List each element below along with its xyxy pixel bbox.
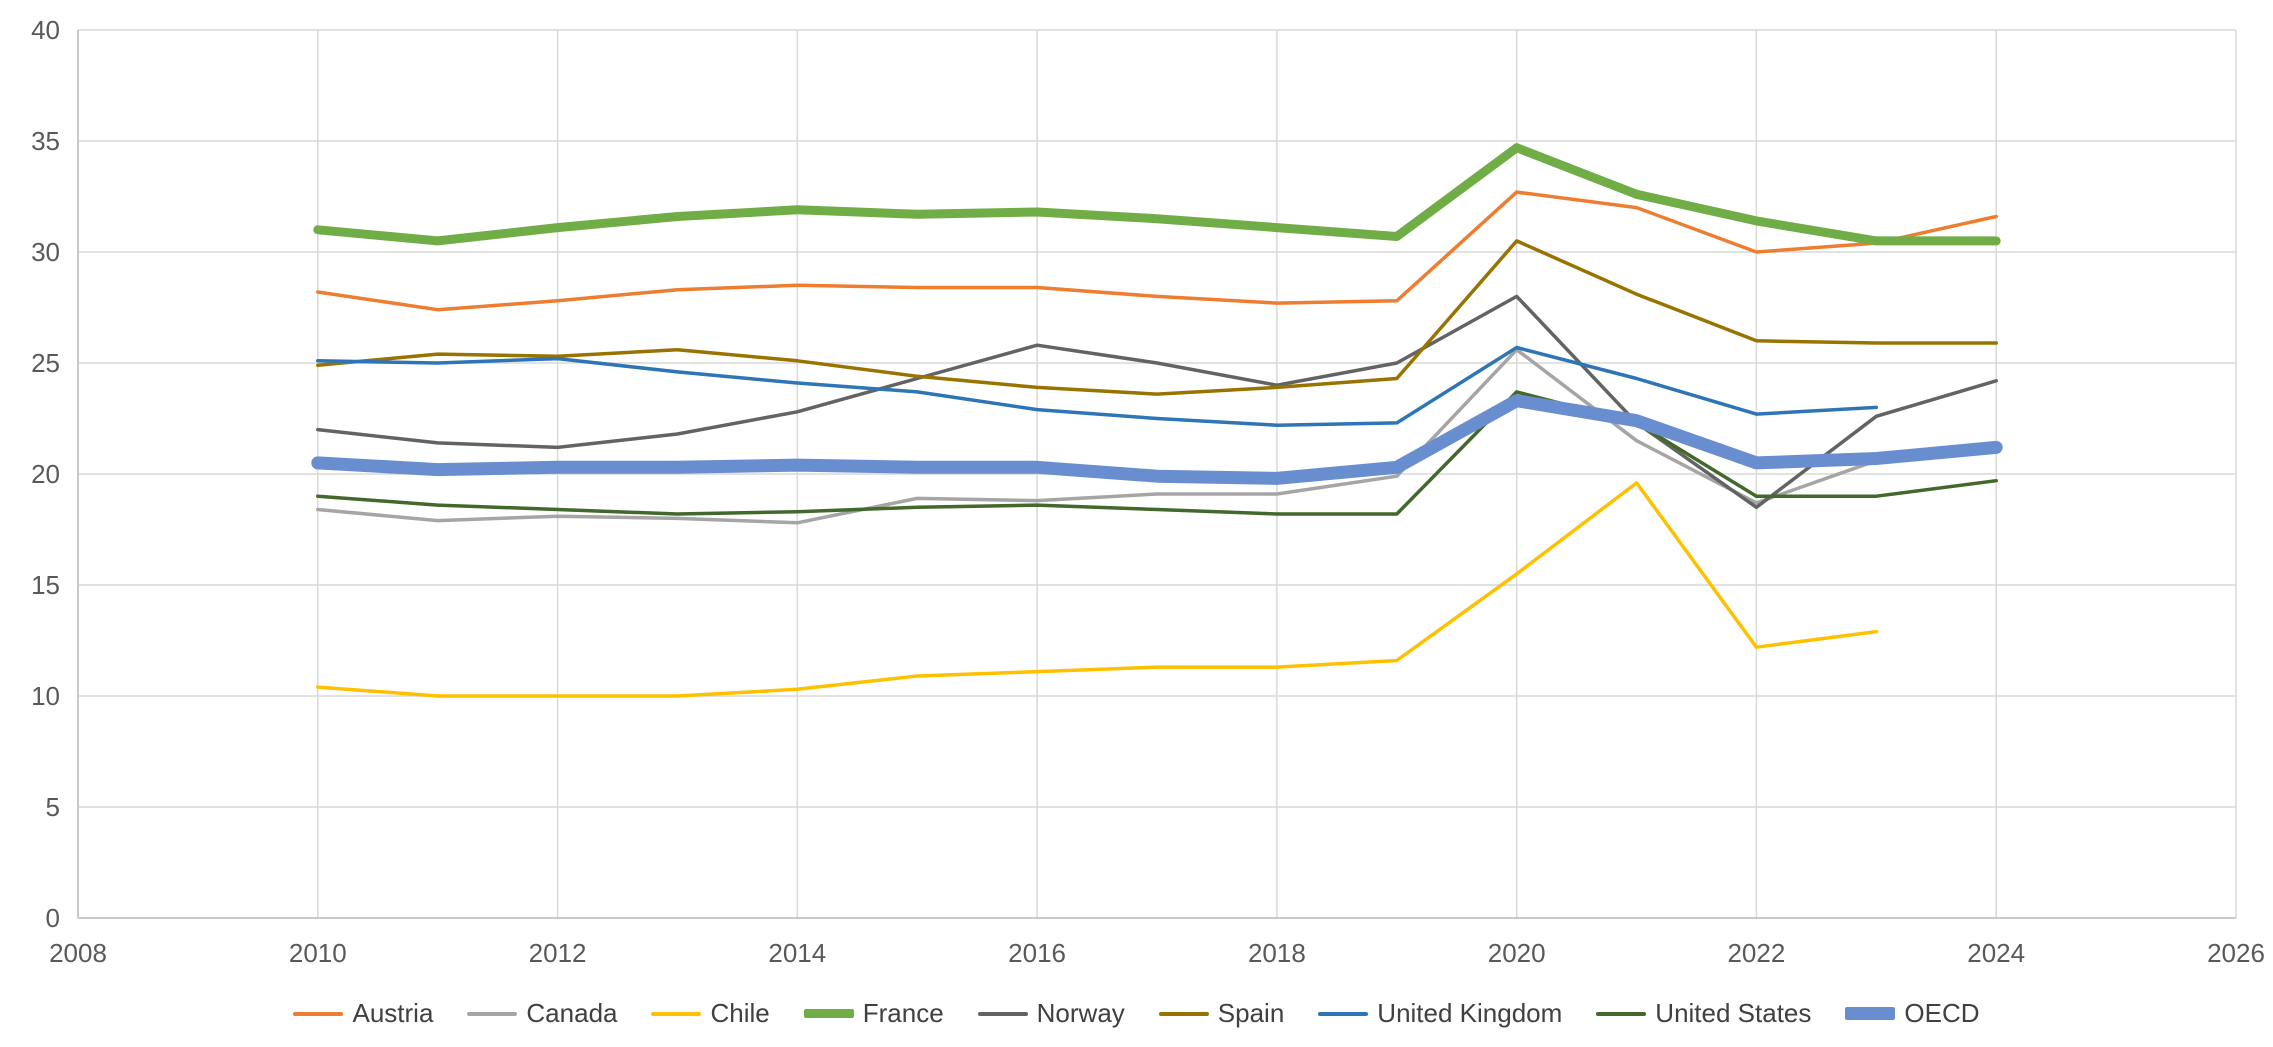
x-tick-label: 2024 xyxy=(1967,938,2025,968)
legend-label-austria: Austria xyxy=(352,998,434,1028)
y-tick-label: 10 xyxy=(31,681,60,711)
legend-item-chile: Chile xyxy=(651,998,770,1029)
legend-label-spain: Spain xyxy=(1217,998,1285,1028)
y-tick-label: 25 xyxy=(31,348,60,378)
x-tick-label: 2018 xyxy=(1248,938,1306,968)
x-tick-label: 2008 xyxy=(49,938,107,968)
x-tick-label: 2012 xyxy=(529,938,587,968)
legend-line-swatch-austria xyxy=(293,1011,344,1016)
x-tick-label: 2016 xyxy=(1008,938,1066,968)
legend-line-swatch-oecd xyxy=(1845,1007,1896,1020)
legend-line-swatch-norway xyxy=(977,1011,1028,1016)
legend-item-france: France xyxy=(803,998,944,1029)
series-line-spain xyxy=(316,239,1998,396)
y-tick-label: 35 xyxy=(31,126,60,156)
series-line-france xyxy=(313,143,2001,246)
series-line-united-kingdom xyxy=(316,345,1879,427)
legend-label-united-kingdom: United Kingdom xyxy=(1377,998,1563,1028)
x-tick-label: 2020 xyxy=(1488,938,1546,968)
legend-line-swatch-france xyxy=(803,1009,854,1018)
legend-item-canada: Canada xyxy=(467,998,617,1029)
legend-line-swatch-united-states xyxy=(1596,1011,1647,1016)
series-line-austria xyxy=(316,190,1998,312)
x-tick-label: 2010 xyxy=(289,938,347,968)
y-tick-label: 15 xyxy=(31,570,60,600)
chart-legend: Austria Canada Chile France Norway Spain Unite… xyxy=(0,998,2273,1029)
legend-line-swatch-chile xyxy=(651,1011,702,1016)
legend-item-norway: Norway xyxy=(977,998,1125,1029)
y-tick-label: 30 xyxy=(31,237,60,267)
x-tick-label: 2026 xyxy=(2207,938,2265,968)
legend-item-austria: Austria xyxy=(293,998,433,1029)
legend-item-united-kingdom: United Kingdom xyxy=(1318,998,1562,1029)
legend-line-swatch-spain xyxy=(1158,1011,1209,1016)
y-tick-label: 0 xyxy=(46,903,60,933)
y-tick-label: 5 xyxy=(46,792,60,822)
series-line-chile xyxy=(316,481,1879,698)
series-line-united-states xyxy=(316,390,1998,516)
legend-item-oecd: OECD xyxy=(1845,998,1980,1029)
legend-line-swatch-united-kingdom xyxy=(1318,1011,1369,1016)
legend-line-swatch-canada xyxy=(467,1011,518,1016)
legend-label-united-states: United States xyxy=(1655,998,1812,1028)
series-line-oecd xyxy=(311,394,2003,485)
y-tick-label: 40 xyxy=(31,15,60,45)
legend-label-france: France xyxy=(862,998,944,1028)
x-tick-label: 2014 xyxy=(768,938,826,968)
legend-label-norway: Norway xyxy=(1036,998,1125,1028)
legend-item-united-states: United States xyxy=(1596,998,1811,1029)
legend-item-spain: Spain xyxy=(1158,998,1285,1029)
y-tick-label: 20 xyxy=(31,459,60,489)
series-line-norway xyxy=(316,294,1998,510)
legend-label-oecd: OECD xyxy=(1904,998,1980,1028)
legend-label-chile: Chile xyxy=(710,998,770,1028)
x-tick-label: 2022 xyxy=(1727,938,1785,968)
legend-label-canada: Canada xyxy=(526,998,618,1028)
series-line-canada xyxy=(316,347,1879,525)
